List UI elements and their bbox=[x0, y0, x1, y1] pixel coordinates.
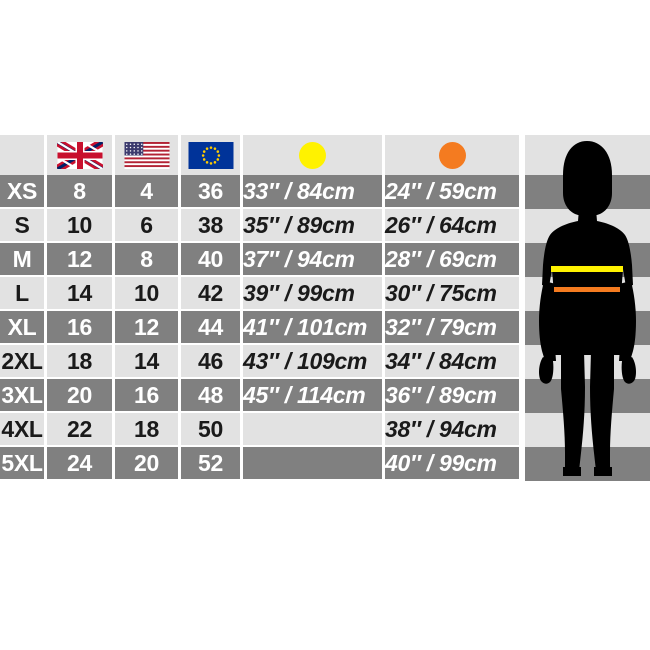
cell-waist: 28″ / 69cm bbox=[385, 243, 522, 277]
cell-us: 12 bbox=[115, 311, 181, 345]
cell-size: M bbox=[0, 243, 47, 277]
eu-flag-icon bbox=[188, 142, 234, 170]
cell-waist: 38″ / 94cm bbox=[385, 413, 522, 447]
waist-measure-line bbox=[554, 287, 620, 292]
cell-size: L bbox=[0, 277, 47, 311]
cell-uk: 24 bbox=[47, 447, 115, 481]
table-row: 4XL 22 18 50 38″ / 94cm bbox=[0, 413, 522, 447]
header-cell-eu bbox=[181, 135, 243, 175]
cell-eu: 40 bbox=[181, 243, 243, 277]
cell-eu: 38 bbox=[181, 209, 243, 243]
cell-eu: 52 bbox=[181, 447, 243, 481]
cell-size: 2XL bbox=[0, 345, 47, 379]
cell-waist: 34″ / 84cm bbox=[385, 345, 522, 379]
cell-size: S bbox=[0, 209, 47, 243]
orange-dot-icon bbox=[438, 141, 466, 169]
cell-size: 5XL bbox=[0, 447, 47, 481]
cell-waist: 40″ / 99cm bbox=[385, 447, 522, 481]
cell-us: 6 bbox=[115, 209, 181, 243]
size-chart: XS 8 4 36 33″ / 84cm 24″ / 59cm S 10 6 38 35″ / 89… bbox=[0, 135, 650, 481]
cell-bust: 37″ / 94cm bbox=[243, 243, 385, 277]
cell-uk: 20 bbox=[47, 379, 115, 413]
table-row: XL 16 12 44 41″ / 101cm 32″ / 79cm bbox=[0, 311, 522, 345]
cell-uk: 12 bbox=[47, 243, 115, 277]
header-cell-size bbox=[0, 135, 47, 175]
header-cell-uk bbox=[47, 135, 115, 175]
table-row: L 14 10 42 39″ / 99cm 30″ / 75cm bbox=[0, 277, 522, 311]
cell-uk: 10 bbox=[47, 209, 115, 243]
cell-uk: 22 bbox=[47, 413, 115, 447]
cell-waist: 32″ / 79cm bbox=[385, 311, 522, 345]
cell-waist: 26″ / 64cm bbox=[385, 209, 522, 243]
cell-eu: 50 bbox=[181, 413, 243, 447]
size-conversion-table: XS 8 4 36 33″ / 84cm 24″ / 59cm S 10 6 38 35″ / 89… bbox=[0, 135, 522, 481]
cell-bust: 33″ / 84cm bbox=[243, 175, 385, 209]
cell-us: 14 bbox=[115, 345, 181, 379]
bust-measure-line bbox=[551, 266, 623, 272]
cell-eu: 44 bbox=[181, 311, 243, 345]
cell-bust: 35″ / 89cm bbox=[243, 209, 385, 243]
cell-bust: 45″ / 114cm bbox=[243, 379, 385, 413]
cell-uk: 14 bbox=[47, 277, 115, 311]
cell-us: 8 bbox=[115, 243, 181, 277]
cell-us: 20 bbox=[115, 447, 181, 481]
cell-us: 10 bbox=[115, 277, 181, 311]
yellow-dot-icon bbox=[299, 141, 326, 169]
table-row: 2XL 18 14 46 43″ / 109cm 34″ / 84cm bbox=[0, 345, 522, 379]
header-cell-us bbox=[115, 135, 181, 175]
header-cell-waist bbox=[385, 135, 522, 175]
cell-uk: 8 bbox=[47, 175, 115, 209]
table-row: 3XL 20 16 48 45″ / 114cm 36″ / 89cm bbox=[0, 379, 522, 413]
cell-us: 16 bbox=[115, 379, 181, 413]
cell-bust: 39″ / 99cm bbox=[243, 277, 385, 311]
cell-eu: 42 bbox=[181, 277, 243, 311]
cell-size: 4XL bbox=[0, 413, 47, 447]
us-flag-icon bbox=[124, 142, 170, 170]
uk-flag-icon bbox=[56, 142, 103, 170]
cell-size: XS bbox=[0, 175, 47, 209]
table-row: S 10 6 38 35″ / 89cm 26″ / 64cm bbox=[0, 209, 522, 243]
cell-bust: 43″ / 109cm bbox=[243, 345, 385, 379]
female-body-silhouette bbox=[539, 141, 636, 476]
cell-waist: 36″ / 89cm bbox=[385, 379, 522, 413]
cell-uk: 16 bbox=[47, 311, 115, 345]
cell-bust bbox=[243, 413, 385, 447]
header-cell-bust bbox=[243, 135, 385, 175]
cell-size: 3XL bbox=[0, 379, 47, 413]
cell-us: 4 bbox=[115, 175, 181, 209]
cell-size: XL bbox=[0, 311, 47, 345]
cell-eu: 46 bbox=[181, 345, 243, 379]
figure-panel bbox=[525, 135, 650, 481]
table-row: 5XL 24 20 52 40″ / 99cm bbox=[0, 447, 522, 481]
cell-waist: 30″ / 75cm bbox=[385, 277, 522, 311]
table-row: XS 8 4 36 33″ / 84cm 24″ / 59cm bbox=[0, 175, 522, 209]
cell-bust bbox=[243, 447, 385, 481]
cell-waist: 24″ / 59cm bbox=[385, 175, 522, 209]
cell-eu: 36 bbox=[181, 175, 243, 209]
cell-us: 18 bbox=[115, 413, 181, 447]
cell-bust: 41″ / 101cm bbox=[243, 311, 385, 345]
cell-uk: 18 bbox=[47, 345, 115, 379]
table-header-row bbox=[0, 135, 522, 175]
cell-eu: 48 bbox=[181, 379, 243, 413]
table-row: M 12 8 40 37″ / 94cm 28″ / 69cm bbox=[0, 243, 522, 277]
